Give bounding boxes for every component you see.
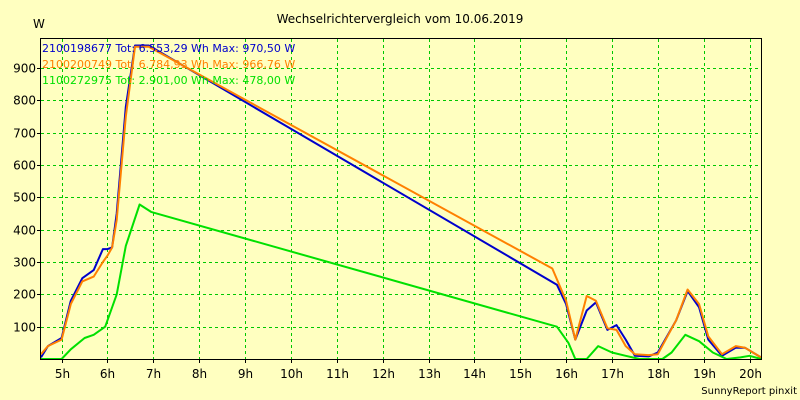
x-tick-label: 12h [372, 367, 395, 381]
x-tick-label: 11h [326, 367, 349, 381]
x-tick-label: 5h [55, 367, 70, 381]
x-tick-label: 20h [739, 367, 762, 381]
y-tick-label: 800 [13, 94, 36, 108]
x-tick-label: 13h [418, 367, 441, 381]
x-tick-label: 10h [280, 367, 303, 381]
y-tick-label: 400 [13, 224, 36, 238]
y-tick-label: 300 [13, 256, 36, 270]
y-tick-label: 200 [13, 288, 36, 302]
y-tick-label: 700 [13, 127, 36, 141]
x-tick-label: 16h [555, 367, 578, 381]
y-tick-label: 100 [13, 321, 36, 335]
y-axis-label: W [33, 17, 45, 31]
chart-title: Wechselrichtervergleich vom 10.06.2019 [277, 12, 524, 26]
x-tick-label: 18h [647, 367, 670, 381]
y-tick-label: 500 [13, 191, 36, 205]
legend-entry-2100200749: 2100200749 Tot: 6.784,93 Wh Max: 966,76 … [42, 58, 295, 71]
x-tick-label: 14h [463, 367, 486, 381]
legend-entry-2100198677: 2100198677 Tot: 6.553,29 Wh Max: 970,50 … [42, 42, 295, 55]
x-tick-label: 7h [146, 367, 161, 381]
footer-credit: SunnyReport pinxit [701, 386, 797, 397]
x-tick-label: 6h [100, 367, 115, 381]
series-line-2100200749 [40, 45, 762, 359]
x-axis-ticks: 5h 6h 7h 8h 9h 10h 11h 12h 13h 14h 15h 16h 17h 18h 19h… [55, 359, 762, 381]
series-line-2100198677 [40, 44, 762, 359]
plot-frame [40, 38, 762, 360]
x-tick-label: 9h [238, 367, 253, 381]
legend-entry-1100272975: 1100272975 Tot: 2.901,00 Wh Max: 478,00 … [42, 74, 295, 87]
x-tick-label: 19h [693, 367, 716, 381]
y-tick-label: 600 [13, 159, 36, 173]
y-tick-label: 900 [13, 62, 36, 76]
x-tick-label: 17h [601, 367, 624, 381]
x-tick-label: 8h [192, 367, 207, 381]
legend: 2100198677 Tot: 6.553,29 Wh Max: 970,50 … [42, 42, 295, 87]
x-tick-label: 15h [509, 367, 532, 381]
grid [41, 39, 761, 359]
y-axis-ticks: 100 200 300 400 500 600 700 800 900 [13, 62, 41, 335]
